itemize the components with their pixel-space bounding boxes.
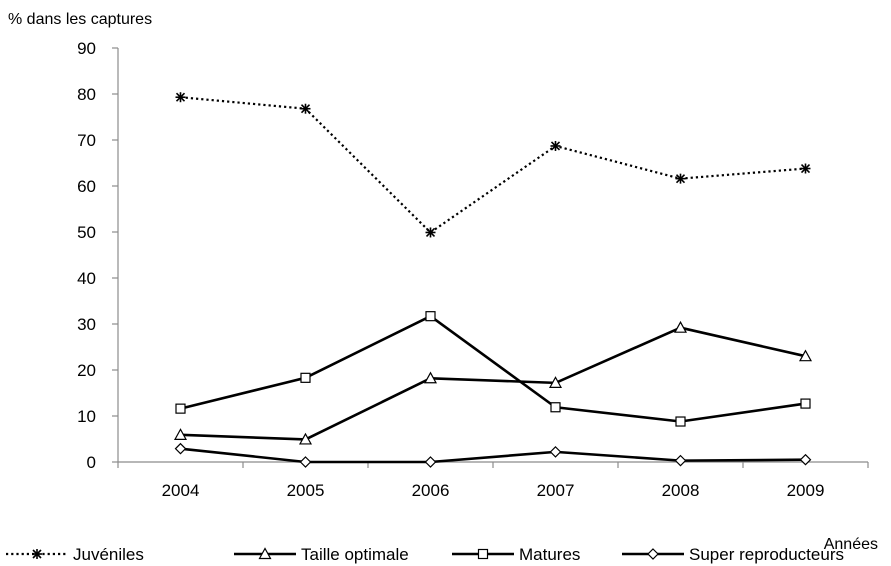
y-tick-label: 40 xyxy=(77,269,96,288)
x-tick-label: 2005 xyxy=(287,481,325,500)
y-tick-label: 50 xyxy=(77,223,96,242)
series-line xyxy=(181,316,806,421)
data-point-diamond xyxy=(676,456,686,466)
y-tick-label: 90 xyxy=(77,39,96,58)
y-tick-label: 60 xyxy=(77,177,96,196)
data-point-diamond xyxy=(426,457,436,467)
x-tick-label: 2007 xyxy=(537,481,575,500)
data-point-square xyxy=(676,417,685,426)
x-tick-label: 2008 xyxy=(662,481,700,500)
legend-label: Taille optimale xyxy=(301,545,409,564)
data-point-square xyxy=(801,399,810,408)
data-point-asterisk xyxy=(676,174,686,184)
data-point-asterisk xyxy=(32,549,42,559)
data-point-square xyxy=(176,404,185,413)
data-point-asterisk xyxy=(801,164,811,174)
data-point-asterisk xyxy=(426,227,436,237)
legend-label: Juvéniles xyxy=(73,545,144,564)
data-point-asterisk xyxy=(551,141,561,151)
y-tick-label: 10 xyxy=(77,407,96,426)
legend-item: Super reproducteurs xyxy=(622,545,844,564)
series-layer xyxy=(175,92,811,467)
data-point-diamond xyxy=(648,549,658,559)
y-tick-label: 0 xyxy=(87,453,96,472)
series-line xyxy=(181,449,806,462)
data-point-square xyxy=(301,373,310,382)
data-point-diamond xyxy=(551,447,561,457)
series-matures xyxy=(176,312,810,426)
legend-label: Matures xyxy=(519,545,580,564)
y-tick-label: 70 xyxy=(77,131,96,150)
y-axis-title: % dans les captures xyxy=(8,11,152,28)
legend: Juvéniles Taille optimale Matures Super rep… xyxy=(6,545,844,564)
data-point-square xyxy=(551,403,560,412)
legend-item: Matures xyxy=(452,545,580,564)
data-point-diamond xyxy=(301,457,311,467)
data-point-diamond xyxy=(801,455,811,465)
legend-item: Juvéniles xyxy=(6,545,144,564)
data-point-square xyxy=(479,550,488,559)
series-taille-optimale xyxy=(175,322,811,444)
series-juveniles xyxy=(176,92,811,237)
x-tick-label: 2009 xyxy=(787,481,825,500)
x-axis-ticks: 2004 2005 2006 2007 2008 2009 xyxy=(118,462,868,500)
data-point-diamond xyxy=(176,444,186,454)
data-point-triangle xyxy=(675,322,686,332)
series-line xyxy=(181,328,806,440)
y-axis-ticks: 0 10 20 30 40 50 60 70 80 90 xyxy=(77,39,118,472)
x-tick-label: 2006 xyxy=(412,481,450,500)
data-point-asterisk xyxy=(301,104,311,114)
legend-label: Super reproducteurs xyxy=(689,545,844,564)
x-tick-label: 2004 xyxy=(162,481,200,500)
series-line xyxy=(181,97,806,232)
y-tick-label: 30 xyxy=(77,315,96,334)
data-point-asterisk xyxy=(176,92,186,102)
y-tick-label: 20 xyxy=(77,361,96,380)
y-tick-label: 80 xyxy=(77,85,96,104)
legend-item: Taille optimale xyxy=(234,545,409,564)
data-point-square xyxy=(426,312,435,321)
